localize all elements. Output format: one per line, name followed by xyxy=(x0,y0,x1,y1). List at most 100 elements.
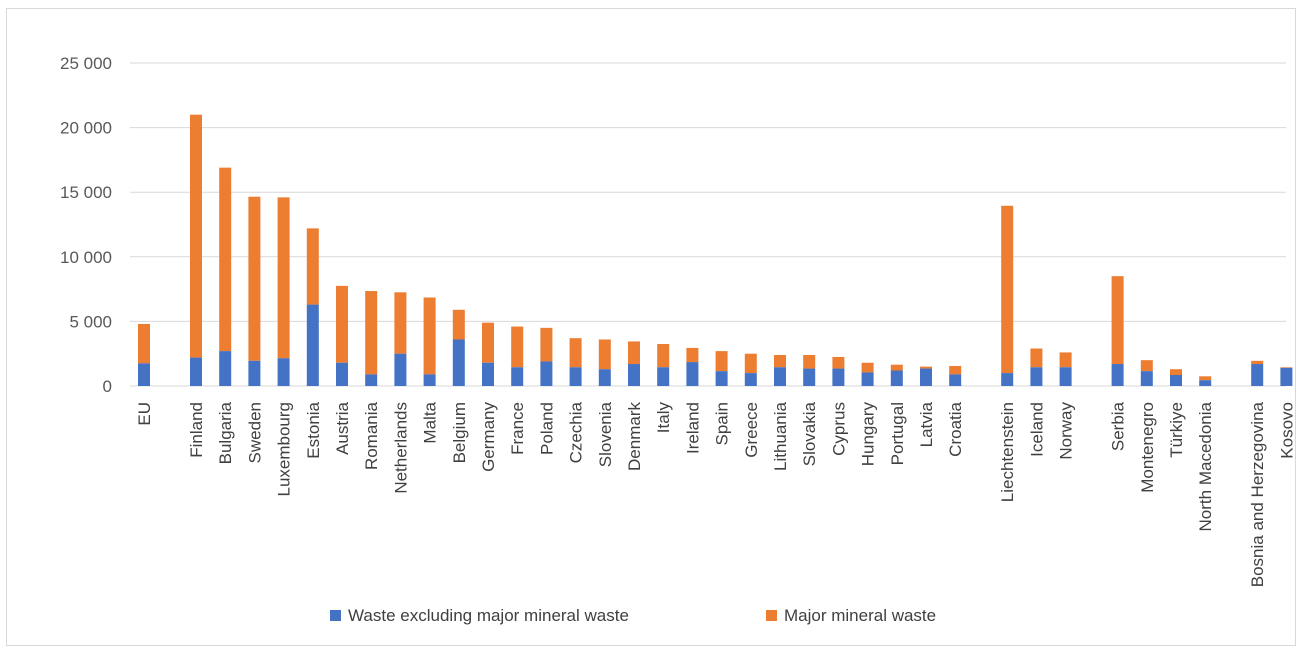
y-tick-label: 0 xyxy=(103,377,112,396)
x-category-label: Cyprus xyxy=(829,402,848,456)
x-category-label: North Macedonia xyxy=(1196,401,1215,531)
bar-excluding-mineral-germany xyxy=(482,362,494,386)
bar-excluding-mineral-netherlands xyxy=(394,353,407,386)
bar-excluding-mineral-czechia xyxy=(569,367,582,386)
bar-major-mineral-sweden xyxy=(248,196,261,361)
bar-major-mineral-romania xyxy=(365,291,378,375)
x-category-label: Hungary xyxy=(859,402,878,467)
x-category-label: Denmark xyxy=(625,402,644,471)
legend-swatch-major-mineral xyxy=(766,610,777,621)
x-category-label: Austria xyxy=(333,401,352,454)
bar-major-mineral-slovakia xyxy=(803,354,816,369)
bar-excluding-mineral-spain xyxy=(715,371,728,386)
bar-major-mineral-germany xyxy=(482,322,494,363)
bar-excluding-mineral-croatia xyxy=(949,374,962,386)
bar-excluding-mineral-bulgaria xyxy=(219,351,232,386)
bar-excluding-mineral-italy xyxy=(657,367,670,386)
x-axis-category-labels: EU Finland Bulgaria Sweden Luxembourg Estonia… xyxy=(135,401,1296,587)
legend-label-major-mineral: Major mineral waste xyxy=(784,606,936,625)
bar-major-mineral-montenegro xyxy=(1140,360,1153,372)
bar-excluding-mineral-greece xyxy=(744,373,757,386)
bar-major-mineral-serbia xyxy=(1111,276,1124,365)
bar-excluding-mineral-romania xyxy=(365,374,378,386)
x-category-label: Serbia xyxy=(1109,401,1128,451)
bar-major-mineral-cyprus xyxy=(832,356,845,369)
bar-major-mineral-belgium xyxy=(452,309,465,340)
bar-excluding-mineral-latvia xyxy=(920,368,932,386)
bar-major-mineral-finland xyxy=(190,114,202,358)
bar-major-mineral-malta xyxy=(423,297,436,375)
x-category-label: Poland xyxy=(537,402,556,455)
bar-major-mineral-austria xyxy=(336,285,348,363)
bar-excluding-mineral-liechtenstein xyxy=(1001,373,1014,386)
bar-major-mineral-czechia xyxy=(569,338,582,368)
bar-excluding-mineral-france xyxy=(511,367,524,386)
bar-excluding-mineral-serbia xyxy=(1111,364,1124,386)
bar-major-mineral-iceland xyxy=(1030,348,1043,368)
bar-excluding-mineral-bosnia-and-herzegovina xyxy=(1251,364,1264,386)
x-category-label: Slovenia xyxy=(596,401,615,467)
bar-excluding-mineral-estonia xyxy=(306,304,319,386)
bar-major-mineral-estonia xyxy=(306,228,319,305)
x-category-label: Croatia xyxy=(946,401,965,456)
x-category-label: Estonia xyxy=(304,401,323,458)
bar-excluding-mineral-lithuania xyxy=(774,367,786,386)
y-tick-label: 25 000 xyxy=(60,54,112,73)
x-category-label: Portugal xyxy=(888,402,907,465)
x-category-label: Greece xyxy=(742,402,761,458)
x-category-label: Finland xyxy=(187,402,206,458)
bar-major-mineral-slovenia xyxy=(598,339,611,370)
x-category-label: Kosovo xyxy=(1277,402,1296,459)
y-tick-label: 5 000 xyxy=(69,312,112,331)
x-category-label: Romania xyxy=(362,401,381,470)
bars xyxy=(138,114,1293,386)
x-category-label: Iceland xyxy=(1027,402,1046,457)
bar-excluding-mineral-norway xyxy=(1059,367,1072,386)
legend-label-waste-excluding: Waste excluding major mineral waste xyxy=(348,606,629,625)
bar-excluding-mineral-denmark xyxy=(628,364,640,386)
bar-excluding-mineral-malta xyxy=(423,374,436,386)
x-category-label: Slovakia xyxy=(800,401,819,466)
bar-excluding-mineral-belgium xyxy=(452,339,465,386)
bar-excluding-mineral-hungary xyxy=(861,372,874,386)
x-category-label: Türkiye xyxy=(1167,402,1186,458)
x-category-label: Czechia xyxy=(567,401,586,463)
x-category-label: Ireland xyxy=(683,402,702,454)
x-category-label: Netherlands xyxy=(391,402,410,494)
legend: Waste excluding major mineral waste Major… xyxy=(330,606,936,625)
bar-excluding-mineral-luxembourg xyxy=(277,358,290,386)
bar-major-mineral-greece xyxy=(744,353,757,374)
bar-major-mineral-north-macedonia xyxy=(1199,376,1212,381)
legend-swatch-waste-excluding xyxy=(330,610,341,621)
y-axis-tick-labels: 0 5 000 10 000 15 000 20 000 25 000 xyxy=(60,54,112,396)
bar-major-mineral-italy xyxy=(657,344,670,368)
bar-excluding-mineral-slovakia xyxy=(803,368,816,386)
bar-excluding-mineral-kosovo xyxy=(1280,367,1293,386)
bar-major-mineral-liechtenstein xyxy=(1001,205,1014,374)
bar-major-mineral-bulgaria xyxy=(219,167,232,352)
bar-excluding-mineral-iceland xyxy=(1030,367,1043,386)
y-tick-label: 10 000 xyxy=(60,248,112,267)
bar-excluding-mineral-austria xyxy=(336,362,348,386)
bar-excluding-mineral-portugal xyxy=(890,370,903,386)
y-tick-label: 20 000 xyxy=(60,119,112,138)
bar-excluding-mineral-finland xyxy=(190,357,202,386)
bar-major-mineral-hungary xyxy=(861,362,874,373)
x-category-label: EU xyxy=(135,402,154,426)
bar-major-mineral-bosnia-and-herzegovina xyxy=(1251,360,1264,365)
bar-major-mineral-portugal xyxy=(890,364,903,371)
bar-excluding-mineral-poland xyxy=(540,361,553,386)
bar-major-mineral-luxembourg xyxy=(277,197,290,359)
x-category-label: Spain xyxy=(713,402,732,445)
bar-excluding-mineral-eu xyxy=(138,363,150,386)
bar-major-mineral-poland xyxy=(540,327,553,362)
x-category-label: Montenegro xyxy=(1138,402,1157,493)
x-category-label: Liechtenstein xyxy=(998,402,1017,502)
x-category-label: Sweden xyxy=(245,402,264,463)
bar-excluding-mineral-turkiye xyxy=(1170,375,1182,386)
y-tick-label: 15 000 xyxy=(60,183,112,202)
x-category-label: Norway xyxy=(1057,402,1076,460)
x-category-label: Bosnia and Herzegovina xyxy=(1248,401,1267,587)
bar-excluding-mineral-cyprus xyxy=(832,368,845,386)
